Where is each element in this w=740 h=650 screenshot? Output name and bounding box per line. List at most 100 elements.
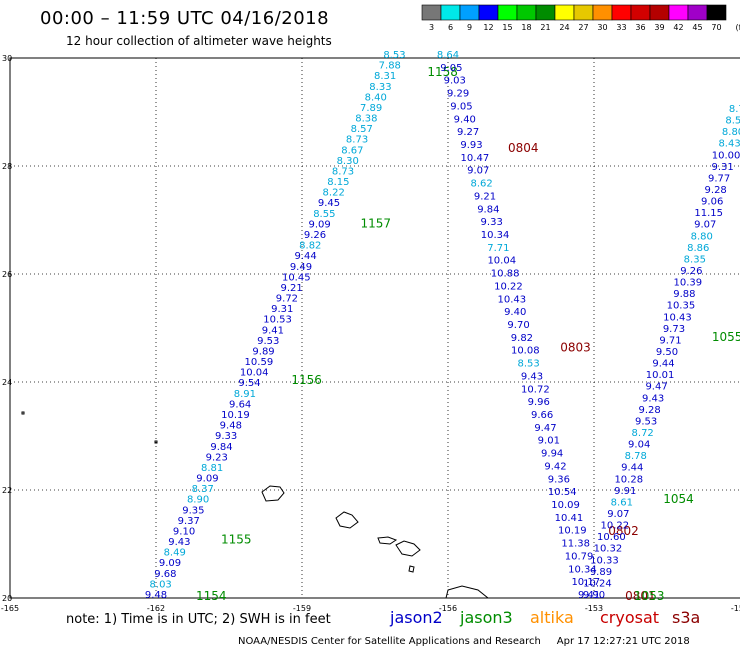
island-outline <box>408 565 415 573</box>
swh-value: 8.53 <box>383 50 405 61</box>
swh-value: 10.34 <box>568 564 597 575</box>
swh-value: 9.07 <box>694 220 716 231</box>
swh-value: 9.28 <box>705 185 727 196</box>
swh-value: 9.68 <box>154 569 176 580</box>
swh-value: 10.79 <box>565 551 594 562</box>
swh-value: 9.05 <box>440 63 462 74</box>
lat-tick-label: 24 <box>2 378 12 387</box>
swh-value: 10.19 <box>558 526 587 537</box>
swh-value: 8.64 <box>437 50 459 61</box>
island-outline <box>395 540 421 557</box>
colorbar-label: 6 <box>448 23 453 32</box>
swh-value: 8.57 <box>351 124 373 135</box>
swh-value: 9.23 <box>206 452 228 463</box>
swh-value: 9.48 <box>145 590 167 601</box>
swh-value: 9.84 <box>210 442 232 453</box>
lat-lon-grid <box>9 57 740 599</box>
swh-value: 10.33 <box>590 555 619 566</box>
colorbar-label: 18 <box>521 23 531 32</box>
swh-value: 9.77 <box>708 173 730 184</box>
swh-value: 9.07 <box>467 166 489 177</box>
mission-label-s3a: s3a <box>672 608 701 627</box>
pass-time-label: 1054 <box>663 492 694 506</box>
swh-value: 9.04 <box>628 440 650 451</box>
swh-value: 10.35 <box>667 301 696 312</box>
lon-tick-label: -162 <box>147 604 165 613</box>
swh-value: 10.04 <box>240 368 269 379</box>
swh-value: 9.27 <box>457 127 479 138</box>
swh-value: 10.45 <box>282 272 311 283</box>
pass-time-label: 0804 <box>508 141 539 155</box>
swh-value: 8.72 <box>632 428 654 439</box>
hawaiian-islands <box>21 411 490 599</box>
swh-value: 10.01 <box>646 370 675 381</box>
map-title: 00:00 – 11:59 UTC 04/16/2018 <box>40 8 330 29</box>
swh-value: 9.43 <box>521 371 543 382</box>
colorbar-label: 12 <box>483 23 493 32</box>
colorbar-label: 39 <box>654 23 664 32</box>
pass-time-label: 1156 <box>291 373 322 387</box>
swh-value: 9.72 <box>276 294 298 305</box>
island-outline <box>377 536 398 545</box>
swh-value: 9.41 <box>262 325 284 336</box>
swh-value: 9.47 <box>645 382 667 393</box>
swh-value: 9.31 <box>711 162 733 173</box>
generated-timestamp: Apr 17 12:27:21 UTC 2018 <box>556 636 690 647</box>
swh-value: 9.43 <box>642 393 664 404</box>
swh-value: 10.08 <box>511 346 540 357</box>
swh-value: 9.21 <box>474 191 496 202</box>
colorbar-swatch <box>459 4 480 21</box>
swh-value: 8.55 <box>313 209 335 220</box>
colorbar-swatch <box>592 4 613 21</box>
map-subtitle: 12 hour collection of altimeter wave hei… <box>66 34 332 48</box>
colorbar-label: 42 <box>673 23 683 32</box>
swh-value: 10.88 <box>491 269 520 280</box>
swh-value: 9.44 <box>294 251 316 262</box>
swh-value: 10.34 <box>481 230 510 241</box>
lon-tick-label: -159 <box>293 604 311 613</box>
swh-value: 9.07 <box>607 509 629 520</box>
swh-value: 7.89 <box>360 103 382 114</box>
swh-value: 9.43 <box>168 537 190 548</box>
lon-tick-label: -165 <box>1 604 19 613</box>
swh-value: 9.31 <box>271 304 293 315</box>
lon-tick-label: -153 <box>585 604 603 613</box>
swh-value: 9.05 <box>450 101 472 112</box>
pass-time-label: 1157 <box>361 216 392 230</box>
swh-value: 9.06 <box>701 197 723 208</box>
swh-value: 9.26 <box>304 230 326 241</box>
colorbar-swatch <box>706 4 727 21</box>
swh-value: 10.41 <box>555 513 584 524</box>
colorbar-swatch <box>535 4 556 21</box>
swh-value: 9.09 <box>309 219 331 230</box>
credit-text: NOAA/NESDIS Center for Satellite Applica… <box>238 636 541 647</box>
swh-value: 9.40 <box>454 114 476 125</box>
colorbar-swatch <box>440 4 461 21</box>
colorbar-swatch <box>687 4 708 21</box>
pass-time-label: 1154 <box>196 589 227 603</box>
island-outline <box>445 585 490 599</box>
swh-value: 10.53 <box>263 315 292 326</box>
swh-value: 8.31 <box>374 71 396 82</box>
swh-value: 8.70 <box>729 104 740 115</box>
lat-tick-label: 28 <box>2 162 12 171</box>
swh-value: 10.22 <box>601 521 630 532</box>
swh-value: 8.30 <box>337 156 359 167</box>
map-frame <box>9 57 740 599</box>
pass-time-label: 1155 <box>221 532 252 546</box>
swh-value: 9.84 <box>477 204 499 215</box>
swh-value: 10.59 <box>245 357 274 368</box>
swh-value: 10.43 <box>498 294 527 305</box>
swh-value: 9.53 <box>257 336 279 347</box>
swh-value: 9.71 <box>659 335 681 346</box>
swh-value: 9.91 <box>614 486 636 497</box>
swh-value: 9.64 <box>229 399 251 410</box>
swh-value: 8.62 <box>470 179 492 190</box>
swh-value: 9.10 <box>173 526 195 537</box>
colorbar-label: 15 <box>502 23 512 32</box>
swh-value: 9.40 <box>504 307 526 318</box>
swh-value: 8.03 <box>150 579 172 590</box>
swh-value: 10.17 <box>571 577 600 588</box>
colorbar-label: 33 <box>616 23 626 32</box>
